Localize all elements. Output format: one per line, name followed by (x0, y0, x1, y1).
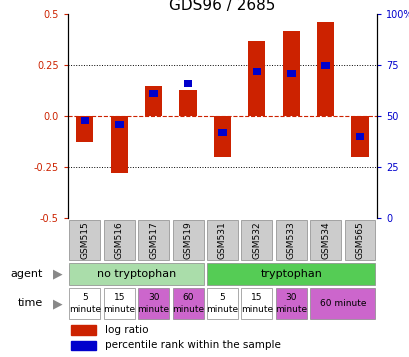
Bar (286, 70, 295, 77)
Bar (69, 263, 203, 285)
Text: 15
minute: 15 minute (103, 293, 135, 313)
Bar (110, 116, 128, 173)
Bar (218, 129, 226, 136)
Bar (69, 288, 100, 319)
Bar (138, 288, 169, 319)
Bar (247, 41, 265, 116)
Bar (103, 220, 135, 260)
Text: ▶: ▶ (52, 267, 62, 281)
Bar (241, 220, 272, 260)
Text: GSM531: GSM531 (218, 221, 226, 259)
Text: GSM515: GSM515 (80, 221, 89, 259)
Text: 30
minute: 30 minute (137, 293, 169, 313)
Bar (183, 80, 192, 87)
Text: GSM532: GSM532 (252, 221, 261, 259)
Text: GSM565: GSM565 (355, 221, 364, 259)
Bar (69, 220, 100, 260)
Bar (172, 220, 203, 260)
Text: GSM519: GSM519 (183, 221, 192, 259)
Text: no tryptophan: no tryptophan (97, 269, 175, 279)
Bar (207, 220, 237, 260)
Bar (145, 86, 162, 116)
Bar (282, 31, 299, 116)
Bar (207, 288, 237, 319)
Bar (355, 133, 364, 140)
Bar (275, 220, 306, 260)
Text: GSM533: GSM533 (286, 221, 295, 259)
Text: 5
minute: 5 minute (69, 293, 101, 313)
Bar (275, 288, 306, 319)
Text: 15
minute: 15 minute (240, 293, 272, 313)
Text: GSM516: GSM516 (115, 221, 124, 259)
Bar (115, 121, 123, 128)
Bar (213, 116, 230, 157)
Bar (149, 90, 157, 97)
Text: time: time (18, 298, 43, 308)
Bar (344, 220, 375, 260)
Bar (76, 116, 93, 142)
Bar (316, 22, 333, 116)
Bar (207, 263, 375, 285)
Bar (138, 220, 169, 260)
Text: 60 minute: 60 minute (319, 299, 365, 308)
Text: 5
minute: 5 minute (206, 293, 238, 313)
Bar (252, 68, 261, 75)
Bar (309, 220, 340, 260)
Text: ▶: ▶ (52, 297, 62, 310)
Text: agent: agent (11, 269, 43, 279)
Text: log ratio: log ratio (105, 325, 148, 335)
Bar (309, 288, 375, 319)
Bar (172, 288, 203, 319)
Text: 60
minute: 60 minute (171, 293, 204, 313)
Text: GSM534: GSM534 (320, 221, 329, 259)
Bar (71, 325, 95, 335)
Bar (103, 288, 135, 319)
Bar (179, 90, 196, 116)
Title: GDS96 / 2685: GDS96 / 2685 (169, 0, 275, 13)
Bar (80, 116, 89, 124)
Text: tryptophan: tryptophan (260, 269, 321, 279)
Bar (241, 288, 272, 319)
Text: GSM517: GSM517 (149, 221, 158, 259)
Text: percentile rank within the sample: percentile rank within the sample (105, 340, 280, 351)
Bar (321, 62, 329, 69)
Bar (71, 341, 95, 350)
Bar (351, 116, 368, 157)
Text: 30
minute: 30 minute (274, 293, 306, 313)
